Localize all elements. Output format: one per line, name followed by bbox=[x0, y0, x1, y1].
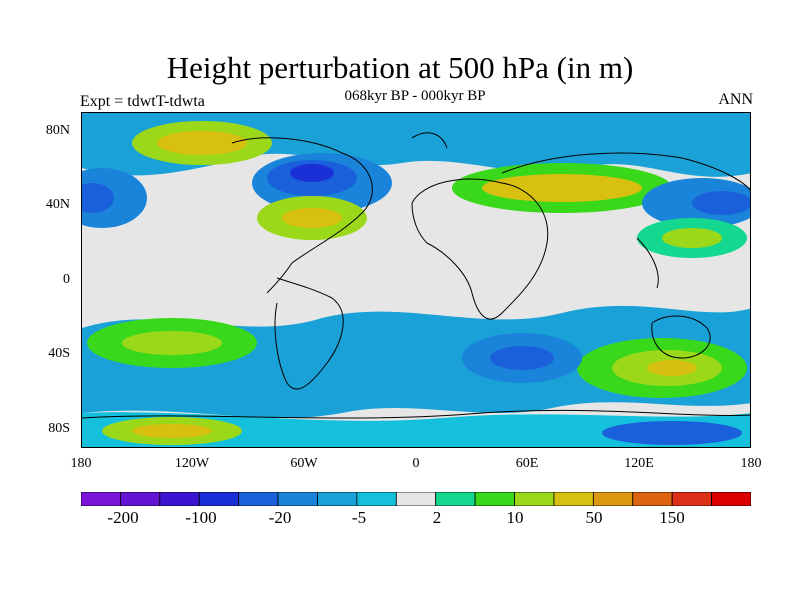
y-tick-label: 0 bbox=[63, 272, 70, 287]
colorbar-swatch bbox=[238, 492, 279, 506]
y-tick-label: 80S bbox=[48, 421, 70, 436]
y-tick-label: 40S bbox=[48, 346, 70, 361]
colorbar-swatch bbox=[711, 492, 751, 506]
y-tick-label: 80N bbox=[45, 123, 70, 138]
y-tick-label: 40N bbox=[45, 197, 70, 212]
contour-map bbox=[82, 113, 750, 447]
colorbar-swatch bbox=[435, 492, 476, 506]
colorbar-swatch bbox=[671, 492, 712, 506]
colorbar-label: -200 bbox=[107, 508, 139, 527]
colorbar-label: -5 bbox=[351, 508, 367, 527]
colorbar-label: 2 bbox=[432, 508, 442, 527]
colorbar-swatch bbox=[159, 492, 200, 506]
colorbar-label: -20 bbox=[268, 508, 292, 527]
colorbar-swatch bbox=[514, 492, 555, 506]
x-tick-label: 60W bbox=[290, 456, 318, 471]
colorbar-swatch bbox=[120, 492, 161, 506]
colorbar-swatch bbox=[592, 492, 634, 506]
x-tick-label: 0 bbox=[412, 456, 420, 471]
colorbar-label: 150 bbox=[659, 508, 685, 527]
map-plot-area bbox=[81, 112, 751, 448]
experiment-label: Expt = tdwtT-tdwta bbox=[80, 93, 205, 110]
x-tick-label: 180 bbox=[740, 456, 762, 471]
colorbar-swatch bbox=[474, 492, 515, 506]
colorbar-label: 10 bbox=[506, 508, 524, 527]
colorbar-label: 50 bbox=[585, 508, 603, 527]
coastlines bbox=[82, 132, 750, 419]
chart-title: Height perturbation at 500 hPa (in m) bbox=[166, 50, 634, 85]
x-tick-label: 180 bbox=[70, 456, 92, 471]
colorbar-swatch bbox=[81, 492, 121, 506]
colorbar-label: -100 bbox=[185, 508, 217, 527]
chart-subtitle: 068kyr BP - 000kyr BP bbox=[344, 88, 486, 104]
colorbar-swatch bbox=[395, 492, 437, 506]
x-tick-label: 120E bbox=[624, 456, 654, 471]
x-tick-label: 120W bbox=[174, 456, 210, 471]
colorbar-swatch bbox=[198, 492, 240, 506]
colorbar-swatch bbox=[356, 492, 397, 506]
colorbar bbox=[81, 492, 751, 506]
colorbar-swatch bbox=[317, 492, 358, 506]
season-label: ANN bbox=[718, 91, 753, 108]
x-tick-label: 60E bbox=[515, 456, 539, 471]
contour-west-pacific-low bbox=[82, 168, 147, 228]
contour-polar-south bbox=[82, 412, 750, 447]
colorbar-swatch bbox=[277, 492, 318, 506]
colorbar-swatch bbox=[553, 492, 594, 506]
colorbar-swatch bbox=[632, 492, 673, 506]
